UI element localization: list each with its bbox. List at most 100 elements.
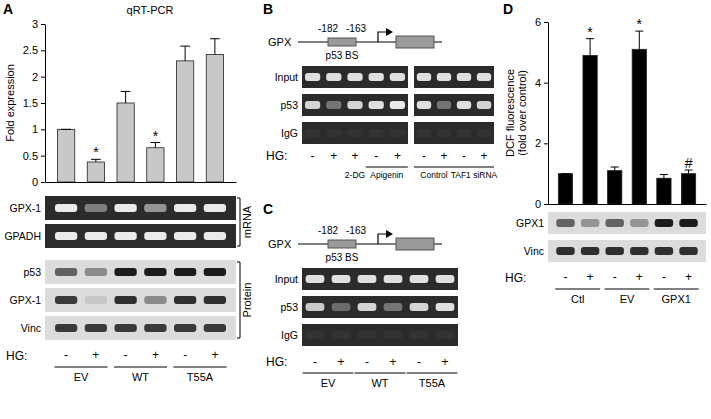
tick: 1	[32, 123, 45, 135]
tick: +	[685, 270, 692, 284]
group-bracket	[414, 167, 454, 168]
band	[305, 101, 320, 109]
band	[55, 268, 77, 276]
band	[390, 129, 405, 137]
tick-label: 4	[535, 77, 541, 89]
gel-background	[548, 240, 706, 262]
band	[605, 247, 623, 255]
tick-label: 0	[535, 198, 541, 210]
error-cap	[561, 173, 569, 174]
tick-label: 2	[32, 71, 38, 83]
lane-label: -	[311, 149, 315, 163]
tick-mark	[544, 204, 548, 205]
band	[417, 129, 431, 137]
tss-arrowhead	[386, 230, 393, 238]
error-line	[639, 31, 640, 49]
row-title: HG:	[266, 149, 287, 163]
error-line	[663, 175, 664, 179]
lane-label: +	[351, 149, 358, 163]
band	[410, 331, 429, 339]
figure-container: AqRT-PCRFold expression**00.511.522.53GP…	[0, 0, 711, 419]
bracket	[237, 338, 240, 339]
tick-label: 2.5	[23, 44, 38, 56]
treatment-label: Control	[420, 170, 448, 180]
panel-label: A	[3, 1, 13, 17]
annotation: *	[153, 128, 159, 144]
band	[114, 232, 136, 240]
band	[369, 101, 384, 109]
band	[114, 296, 136, 304]
gene-name: GPX	[268, 36, 292, 48]
bracket	[237, 246, 240, 247]
axis-title: DCF fluorescence	[504, 69, 516, 157]
band	[630, 247, 648, 255]
tick-mark	[41, 182, 45, 183]
group-bracket	[366, 167, 408, 168]
gel-background	[414, 66, 494, 88]
band	[174, 324, 196, 332]
band	[174, 268, 196, 276]
axis-line	[549, 204, 707, 205]
error-line	[214, 39, 215, 55]
band	[306, 303, 325, 311]
tick: 1.5	[23, 97, 45, 109]
band	[114, 324, 136, 332]
band	[655, 247, 673, 255]
band	[457, 101, 471, 109]
panel-label: C	[263, 201, 273, 217]
error-bar	[611, 167, 619, 171]
band	[390, 73, 405, 81]
gel-background	[302, 268, 458, 290]
band	[679, 247, 697, 255]
group-bracket	[114, 367, 167, 368]
treatment-label: TAF1 siRNA	[451, 170, 498, 180]
group-bracket	[454, 167, 494, 168]
group-label: Protein	[241, 283, 253, 318]
band	[306, 275, 325, 283]
group-label: Ctl	[571, 293, 584, 305]
treatment-label: EV	[321, 377, 336, 389]
band	[457, 129, 471, 137]
tick-label: 0	[32, 176, 38, 188]
band	[581, 219, 599, 227]
row-title: HG:	[266, 355, 287, 369]
lane-label: -	[462, 149, 466, 163]
band	[204, 204, 226, 212]
band	[174, 232, 196, 240]
category-label: -	[662, 270, 666, 284]
category-label: -	[124, 348, 128, 362]
band	[436, 275, 455, 283]
bar	[657, 178, 671, 204]
bar	[681, 174, 695, 204]
group-bracket	[407, 373, 458, 374]
band	[55, 324, 77, 332]
bar	[57, 129, 74, 182]
group-bracket	[654, 289, 699, 290]
error-bar	[561, 173, 569, 174]
gel-background	[414, 122, 494, 144]
annotation: *	[93, 144, 99, 160]
error-bar	[180, 46, 190, 61]
site-label: p53 BS	[326, 252, 359, 263]
tick-mark	[41, 50, 45, 51]
gene-name: GPX	[268, 238, 292, 250]
axis-line	[45, 25, 46, 183]
group-bracket	[605, 289, 650, 290]
lane-label: +	[480, 149, 487, 163]
category-label: +	[587, 270, 594, 284]
bar	[583, 55, 597, 204]
row-label: p53	[280, 301, 298, 313]
band	[457, 73, 471, 81]
gel-background	[45, 224, 236, 248]
tick: -	[563, 270, 567, 284]
row-title: HG:	[505, 271, 526, 285]
band	[477, 101, 491, 109]
tick: 2.5	[23, 44, 45, 56]
panel-label: D	[503, 1, 513, 17]
panel: AqRT-PCRFold expression**00.511.522.53GP…	[3, 1, 253, 383]
tick-label: 6	[535, 16, 541, 28]
binding-site	[328, 240, 356, 248]
band	[630, 219, 648, 227]
band	[305, 129, 320, 137]
band	[85, 232, 107, 240]
